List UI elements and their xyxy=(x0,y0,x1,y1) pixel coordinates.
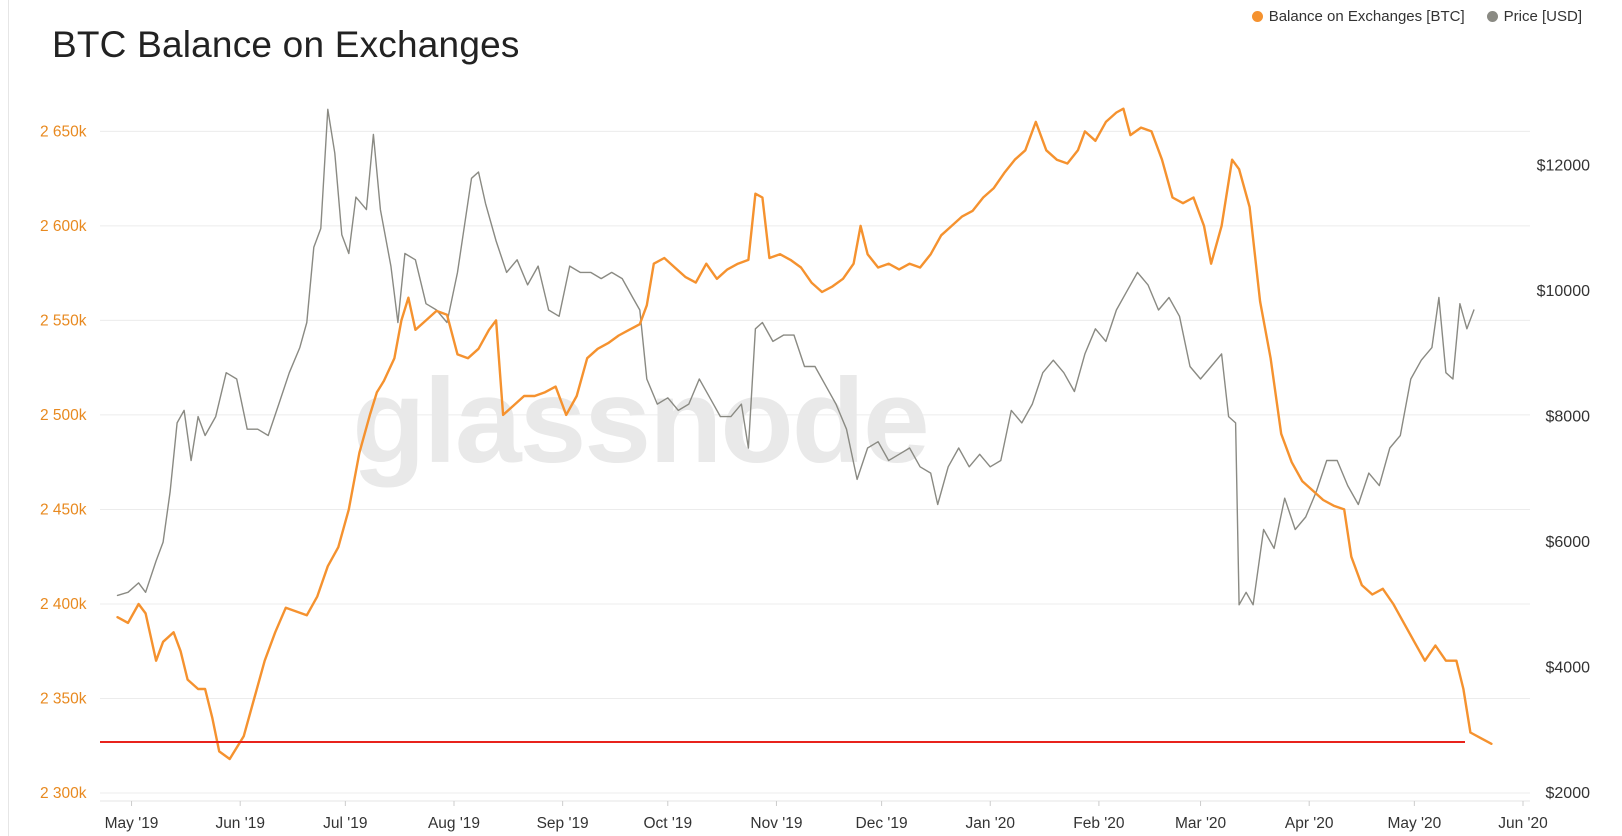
x-tick-label: Jan '20 xyxy=(965,815,1015,832)
x-tick-label: Jul '19 xyxy=(323,815,367,832)
y-right-tick-label: $6000 xyxy=(1546,534,1591,551)
y-left-tick-label: 2 600k xyxy=(40,218,87,235)
x-tick-label: May '19 xyxy=(105,815,159,832)
x-tick-label: Nov '19 xyxy=(750,815,802,832)
x-tick-label: Aug '19 xyxy=(428,815,480,832)
x-tick-label: Jun '19 xyxy=(215,815,265,832)
x-tick-label: Mar '20 xyxy=(1175,815,1227,832)
y-left-tick-label: 2 500k xyxy=(40,407,87,424)
price-series-line xyxy=(116,108,1475,606)
y-left-tick-label: 2 450k xyxy=(40,501,87,518)
y-left-tick-label: 2 300k xyxy=(40,785,87,802)
legend: Balance on Exchanges [BTC] Price [USD] xyxy=(1251,8,1582,25)
y-left-tick-label: 2 350k xyxy=(40,690,87,707)
x-tick-label: Dec '19 xyxy=(856,815,908,832)
x-tick-label: Jun '20 xyxy=(1498,815,1548,832)
y-left-tick-label: 2 400k xyxy=(40,596,87,613)
legend-dot-balance xyxy=(1251,11,1263,22)
y-right-tick-label: $10000 xyxy=(1537,283,1590,300)
x-tick-label: Feb '20 xyxy=(1073,815,1125,832)
y-left-tick-label: 2 650k xyxy=(40,123,87,140)
x-tick-label: May '20 xyxy=(1387,815,1441,832)
y-right-tick-label: $8000 xyxy=(1546,409,1591,426)
chart-title: BTC Balance on Exchanges xyxy=(52,24,520,65)
legend-label-balance: Balance on Exchanges [BTC] xyxy=(1268,8,1465,25)
y-right-tick-label: $4000 xyxy=(1546,660,1591,677)
left-border xyxy=(8,0,9,836)
y-left-tick-label: 2 550k xyxy=(40,312,87,329)
y-right-tick-label: $2000 xyxy=(1546,785,1591,802)
watermark: glassnode xyxy=(352,354,928,488)
x-tick-label: Apr '20 xyxy=(1285,815,1334,832)
legend-item-balance[interactable]: Balance on Exchanges [BTC] xyxy=(1251,8,1465,25)
balance-series-line xyxy=(116,107,1493,761)
y-right-tick-label: $12000 xyxy=(1537,158,1590,175)
x-tick-label: Sep '19 xyxy=(537,815,589,832)
legend-label-price: Price [USD] xyxy=(1503,8,1582,25)
x-tick-label: Oct '19 xyxy=(643,815,692,832)
legend-dot-price xyxy=(1486,11,1498,22)
legend-item-price[interactable]: Price [USD] xyxy=(1486,8,1582,25)
